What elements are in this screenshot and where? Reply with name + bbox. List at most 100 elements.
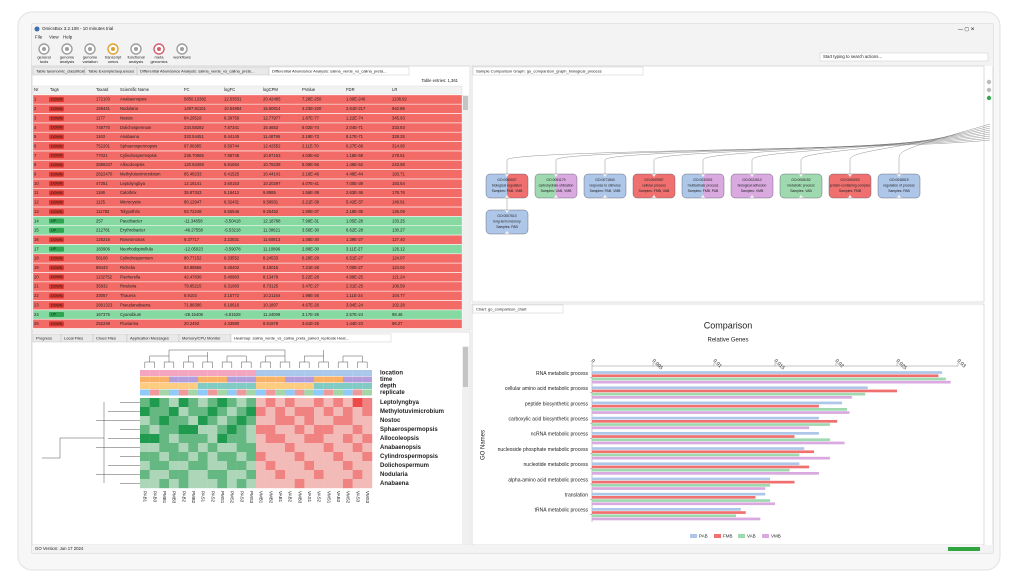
toolbar-icon-dot[interactable] [111,47,115,51]
graph-node-left[interactable] [682,174,703,198]
table-row[interactable] [32,197,463,208]
graph-node-border[interactable] [877,173,921,199]
table-row[interactable] [32,141,463,151]
tab-label[interactable]: Application Messages [130,335,169,340]
column-header[interactable]: LR [392,87,397,92]
menu-item[interactable]: View [49,35,59,40]
graph-node-right[interactable] [507,174,528,198]
table-row[interactable] [32,132,463,142]
graph-node-left[interactable] [633,174,654,198]
graph-node-border[interactable] [583,173,627,199]
table-row[interactable] [32,291,463,301]
tab-label[interactable]: Differential Abundance Analysis: salina_… [272,68,386,73]
column-header[interactable]: FC [184,87,190,92]
table-scrollbar[interactable] [462,95,469,329]
tab-label[interactable]: Differential Abundance Analysis: salina_… [140,68,254,73]
toolbar-label[interactable]: genome [60,55,75,60]
toolbar-label[interactable]: genomics [150,59,167,64]
table-row[interactable] [32,150,463,161]
graph-node-left[interactable] [829,174,850,198]
table-row[interactable] [32,94,463,105]
graph-node-border[interactable] [485,209,529,235]
graph-node-left[interactable] [584,174,605,198]
menu-item[interactable]: File [35,35,43,40]
tab[interactable] [230,333,392,343]
graph-node-right[interactable] [801,174,822,198]
graph-node-right[interactable] [850,174,871,198]
table-row[interactable] [32,160,463,170]
toolbar-label[interactable]: analysis [60,59,74,64]
graph-node-border[interactable] [779,173,823,199]
toolbar-icon-dot[interactable] [42,47,46,51]
toolbar-label[interactable]: workflows [173,55,191,60]
graph-node-right[interactable] [556,174,577,198]
graph-node-border[interactable] [730,173,774,199]
table-row[interactable] [32,188,463,198]
table-row[interactable] [32,122,463,133]
toolbar-label[interactable]: analysis [129,59,143,64]
tab-label[interactable]: Table ExampleSequences [88,68,134,73]
column-header[interactable]: logFC [224,87,235,92]
toolbar-icon-dot[interactable] [88,47,92,51]
tab-label[interactable]: Memory/CPU Monitor [182,335,221,340]
search-box[interactable] [819,52,989,62]
tab[interactable] [268,66,410,76]
tab-label[interactable]: Progress [36,335,52,340]
tab-label[interactable]: Local Files [64,335,83,340]
table-row[interactable] [32,300,463,310]
table-row[interactable] [32,244,463,254]
table-row[interactable] [32,225,463,236]
graph-node-border[interactable] [632,173,676,199]
side-icon[interactable] [986,95,992,101]
graph-node-left[interactable] [486,174,507,198]
table-row[interactable] [32,319,463,329]
table-row[interactable] [32,272,463,282]
toolbar-label[interactable]: general [37,55,50,60]
table-row[interactable] [32,178,463,189]
search-placeholder[interactable]: Start typing to search actions... [823,54,882,59]
graph-node-border[interactable] [681,173,725,199]
table-row[interactable] [32,207,463,217]
graph-node-left[interactable] [486,210,507,234]
side-icon[interactable] [986,79,992,85]
graph-node-left[interactable] [780,174,801,198]
column-header[interactable]: PValue [302,87,316,92]
table-row[interactable] [32,113,463,123]
scroll-thumb[interactable] [463,96,468,110]
tab-label[interactable]: Chart: go_comparison_chart [476,306,527,311]
column-header[interactable]: Scientific Name [120,87,150,92]
toolbar-label[interactable]: meta [155,55,165,60]
table-row[interactable] [32,235,463,245]
graph-node-right[interactable] [899,174,920,198]
toolbar-label[interactable]: omics [108,59,118,64]
scroll-thumb[interactable] [463,347,468,387]
table-row[interactable] [32,169,463,179]
graph-node-right[interactable] [507,210,528,234]
toolbar-icon-dot[interactable] [134,47,138,51]
graph-node-left[interactable] [535,174,556,198]
table-row[interactable] [32,309,463,320]
column-header[interactable]: logCPM [263,87,278,92]
tab-label[interactable]: Cloud Files [96,335,116,340]
table-row[interactable] [32,216,463,226]
side-icon[interactable] [986,87,992,93]
tab-label[interactable]: Heatmap: salina_verde_vs_calina_preta_pa… [234,335,349,340]
table-row[interactable] [32,281,463,292]
column-header[interactable]: Nr [34,87,39,92]
graph-node-right[interactable] [703,174,724,198]
toolbar-label[interactable]: tools [40,59,48,64]
toolbar-label[interactable]: functional [127,55,144,60]
toolbar-icon-dot[interactable] [157,47,161,51]
graph-node-right[interactable] [752,174,773,198]
graph-node-left[interactable] [731,174,752,198]
tab-label[interactable]: Table taxonomic_classification [36,68,90,73]
graph-node-border[interactable] [828,173,872,199]
window-controls[interactable]: — ▢ ✕ [958,26,975,32]
tab[interactable] [472,304,564,314]
graph-node-left[interactable] [878,174,899,198]
graph-node-right[interactable] [654,174,675,198]
menu-item[interactable]: Help [63,35,73,40]
column-header[interactable]: FDR [346,87,355,92]
table-row[interactable] [32,253,463,264]
graph-node-right[interactable] [605,174,626,198]
